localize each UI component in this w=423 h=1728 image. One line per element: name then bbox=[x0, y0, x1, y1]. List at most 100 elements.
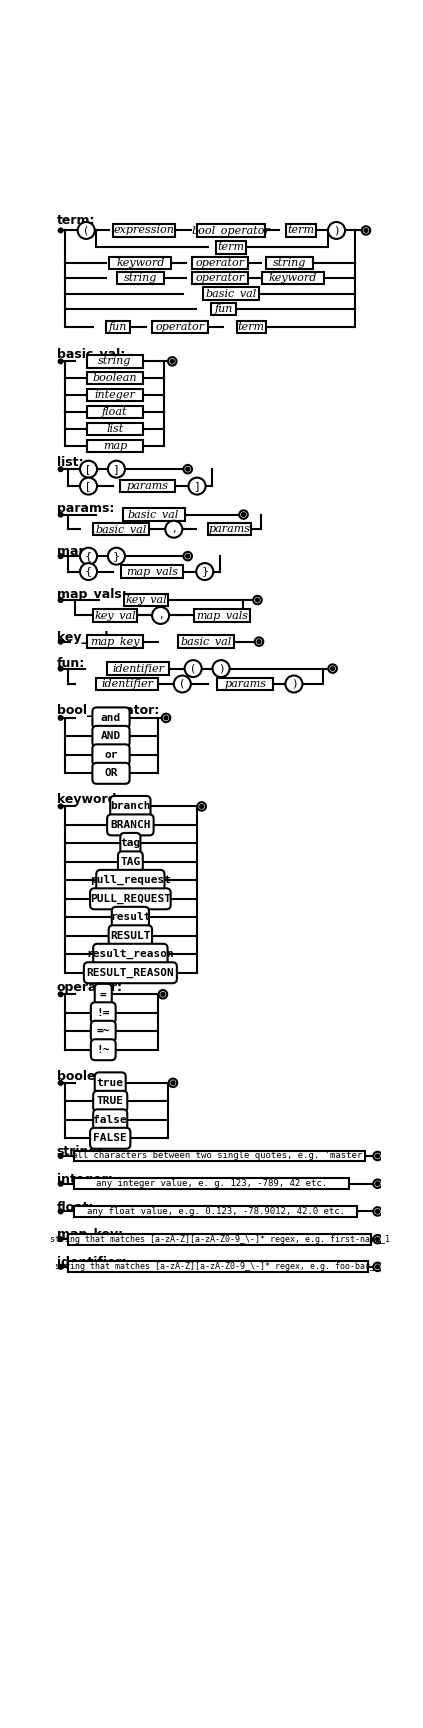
Text: string that matches [a-zA-Z][a-zA-Z0-9_\-]* regex, e.g. first-name_1: string that matches [a-zA-Z][a-zA-Z0-9_\… bbox=[49, 1236, 390, 1244]
Circle shape bbox=[186, 555, 190, 558]
Text: fun: fun bbox=[214, 304, 233, 314]
Text: integer:: integer: bbox=[57, 1173, 113, 1185]
FancyBboxPatch shape bbox=[106, 321, 130, 334]
Circle shape bbox=[58, 804, 63, 809]
FancyBboxPatch shape bbox=[92, 707, 129, 727]
Circle shape bbox=[328, 221, 345, 238]
Circle shape bbox=[374, 1236, 382, 1244]
FancyBboxPatch shape bbox=[74, 1206, 357, 1217]
Text: term: term bbox=[287, 225, 314, 235]
Text: boolean: boolean bbox=[93, 373, 137, 384]
Circle shape bbox=[80, 477, 97, 494]
Text: map_key: map_key bbox=[90, 636, 140, 646]
Text: map_vals:: map_vals: bbox=[57, 588, 126, 601]
Text: false: false bbox=[93, 1115, 127, 1125]
Text: map_vals: map_vals bbox=[126, 567, 178, 577]
FancyBboxPatch shape bbox=[87, 406, 143, 418]
Text: OR: OR bbox=[104, 769, 118, 778]
FancyBboxPatch shape bbox=[110, 797, 151, 817]
Circle shape bbox=[58, 359, 63, 363]
Circle shape bbox=[58, 598, 63, 603]
Circle shape bbox=[152, 607, 169, 624]
Circle shape bbox=[200, 805, 203, 809]
Text: string that matches [a-zA-Z][a-zA-Z0-9_\-]* regex, e.g. foo-bar_1: string that matches [a-zA-Z][a-zA-Z0-9_\… bbox=[55, 1263, 380, 1272]
FancyBboxPatch shape bbox=[95, 1073, 126, 1094]
FancyBboxPatch shape bbox=[217, 677, 273, 689]
Text: params: params bbox=[224, 679, 266, 689]
Circle shape bbox=[376, 1182, 379, 1185]
Circle shape bbox=[58, 1080, 63, 1085]
Text: any float value, e.g. 0.123, -78.9012, 42.0 etc.: any float value, e.g. 0.123, -78.9012, 4… bbox=[87, 1206, 345, 1217]
FancyBboxPatch shape bbox=[197, 225, 265, 237]
Text: params:: params: bbox=[57, 503, 114, 515]
Circle shape bbox=[168, 358, 176, 366]
Text: map: map bbox=[103, 441, 127, 451]
FancyBboxPatch shape bbox=[262, 271, 324, 285]
Text: operator: operator bbox=[155, 321, 205, 332]
Text: !~: !~ bbox=[96, 1045, 110, 1054]
Text: basic_val:: basic_val: bbox=[57, 349, 125, 361]
FancyBboxPatch shape bbox=[95, 983, 112, 1004]
FancyBboxPatch shape bbox=[93, 610, 137, 622]
Text: ): ) bbox=[292, 679, 296, 689]
Circle shape bbox=[239, 510, 248, 518]
Text: key_val: key_val bbox=[94, 610, 136, 620]
FancyBboxPatch shape bbox=[91, 1021, 115, 1042]
Text: true: true bbox=[97, 1078, 124, 1089]
FancyBboxPatch shape bbox=[110, 257, 171, 270]
Text: ]: ] bbox=[114, 465, 118, 473]
Text: tag: tag bbox=[120, 838, 140, 848]
Circle shape bbox=[161, 992, 165, 997]
Text: (: ( bbox=[84, 225, 88, 235]
Circle shape bbox=[58, 1237, 63, 1241]
Circle shape bbox=[80, 563, 97, 581]
Text: fun: fun bbox=[109, 321, 127, 332]
Text: identifier: identifier bbox=[112, 664, 164, 674]
Circle shape bbox=[186, 467, 190, 472]
Circle shape bbox=[170, 359, 174, 363]
Text: ,: , bbox=[172, 524, 176, 534]
Text: result_reason: result_reason bbox=[86, 949, 174, 959]
Text: ]: ] bbox=[195, 480, 199, 491]
Circle shape bbox=[58, 1154, 63, 1158]
FancyBboxPatch shape bbox=[92, 762, 129, 785]
Text: all characters between two single quotes, e.g. 'master': all characters between two single quotes… bbox=[71, 1151, 367, 1161]
FancyBboxPatch shape bbox=[90, 1128, 130, 1149]
Text: term:: term: bbox=[57, 214, 95, 226]
Text: result: result bbox=[110, 912, 151, 923]
FancyBboxPatch shape bbox=[87, 441, 143, 453]
FancyBboxPatch shape bbox=[91, 1002, 115, 1023]
Text: identifier: identifier bbox=[101, 679, 153, 689]
FancyBboxPatch shape bbox=[211, 302, 236, 314]
Circle shape bbox=[286, 676, 302, 693]
Circle shape bbox=[212, 660, 230, 677]
Circle shape bbox=[80, 548, 97, 565]
FancyBboxPatch shape bbox=[93, 943, 168, 964]
Circle shape bbox=[162, 714, 170, 722]
FancyBboxPatch shape bbox=[152, 321, 208, 334]
Circle shape bbox=[374, 1208, 382, 1217]
Text: params: params bbox=[209, 524, 250, 534]
FancyBboxPatch shape bbox=[107, 814, 154, 835]
Circle shape bbox=[58, 992, 63, 997]
Circle shape bbox=[242, 513, 245, 517]
Text: integer: integer bbox=[94, 391, 135, 401]
Circle shape bbox=[58, 511, 63, 517]
FancyBboxPatch shape bbox=[74, 1178, 349, 1189]
FancyBboxPatch shape bbox=[91, 1039, 115, 1061]
Text: expression: expression bbox=[113, 225, 174, 235]
Text: (: ( bbox=[180, 679, 184, 689]
Text: basic_val: basic_val bbox=[206, 289, 257, 299]
Circle shape bbox=[159, 990, 167, 999]
Text: key_val:: key_val: bbox=[57, 631, 113, 645]
Text: params: params bbox=[126, 480, 168, 491]
Circle shape bbox=[58, 1265, 63, 1268]
FancyBboxPatch shape bbox=[203, 287, 259, 299]
Circle shape bbox=[58, 667, 63, 670]
Circle shape bbox=[331, 667, 335, 670]
Circle shape bbox=[58, 555, 63, 558]
Text: string: string bbox=[124, 273, 157, 283]
Text: ): ) bbox=[219, 664, 223, 674]
FancyBboxPatch shape bbox=[87, 423, 143, 435]
FancyBboxPatch shape bbox=[121, 565, 183, 577]
